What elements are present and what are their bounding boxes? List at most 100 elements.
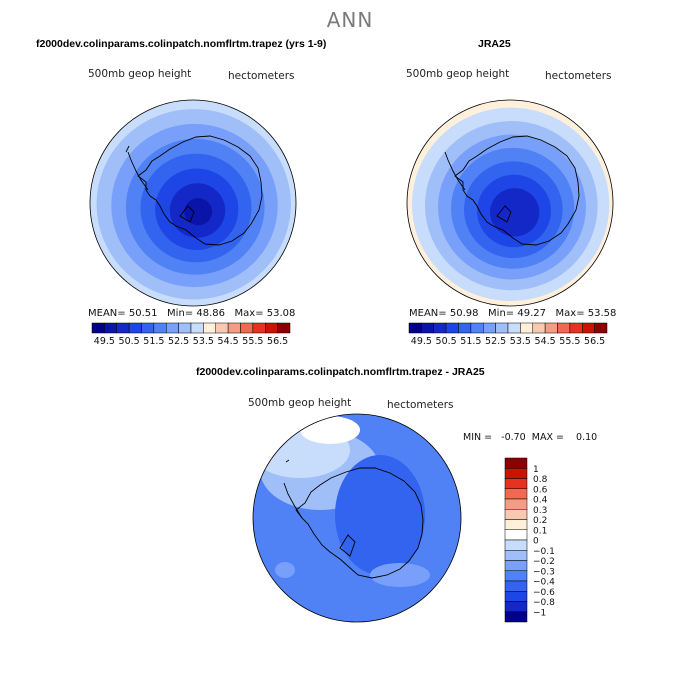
panel3-colorbar-swatch-14: [504, 601, 528, 612]
panel2-colorbar-swatch-0: [408, 322, 422, 334]
panel1-colorbar-swatch-11: [227, 322, 241, 334]
panel1-colorbar-tick-label-1: 50.5: [119, 336, 140, 347]
panel1-mean-label: MEAN=: [88, 308, 126, 319]
panel3-colorbar-swatch-1: [504, 468, 528, 479]
panel1-min-value: 48.86: [196, 308, 225, 319]
panel2-colorbar-swatch-9: [520, 322, 533, 334]
panel2-colorbar-swatch-5: [470, 322, 484, 334]
panel2-colorbar-tick-label-4: 53.5: [510, 336, 531, 347]
panel2-min-label: Min=: [488, 308, 515, 319]
panel2-colorbar-swatch-2: [433, 322, 447, 334]
panel1-colorbar-swatch-12: [240, 322, 254, 334]
panel2-colorbar-swatch-1: [421, 322, 434, 334]
panel1-colorbar-swatch-4: [141, 322, 155, 334]
panel3-colorbar-tick-label-4: 0.3: [533, 506, 547, 516]
panel1-min-label: Min=: [167, 308, 194, 319]
panel3-colorbar-tick-label-2: 0.6: [533, 485, 548, 495]
panel3-left-label: 500mb geop height: [248, 397, 352, 409]
panel1-left-label: 500mb geop height: [88, 68, 192, 80]
panel1-colorbar-swatch-8: [190, 322, 204, 334]
panel1-colorbar-swatch-15: [277, 322, 291, 334]
panel3-colorbar-swatch-5: [504, 509, 528, 520]
panel3-map: [252, 413, 462, 623]
panel3-colorbar-swatch-7: [504, 529, 528, 541]
panel2-band-0: [502, 201, 528, 226]
panel2-colorbar-swatch-15: [594, 322, 608, 334]
panel3-colorbar-swatch-9: [504, 550, 528, 561]
panel3-region-6: [370, 563, 430, 587]
panel1-colorbar: 49.5 50.5 51.5 52.5 53.5 54.5 55.5 56.5: [91, 322, 291, 347]
panel2-colorbar-tick-label-0: 49.5: [411, 336, 432, 347]
panel3-colorbar-swatch-11: [504, 570, 528, 582]
panel1-colorbar-swatch-7: [178, 322, 192, 334]
panel3-colorbar-tick-label-12: −0.6: [533, 588, 555, 598]
panel3-colorbar-tick-label-5: 0.2: [533, 516, 547, 526]
panel2-colorbar-swatch-14: [582, 322, 595, 334]
panel1-colorbar-swatch-14: [265, 322, 278, 334]
panel1-map: [89, 99, 297, 307]
panel2-colorbar-tick-label-6: 55.5: [559, 336, 580, 347]
panel3-region-5: [371, 487, 399, 543]
panel2-colorbar-swatch-3: [445, 322, 459, 334]
panel2-max-value: 53.58: [587, 308, 617, 319]
panel1-colorbar-tick-label-6: 55.5: [242, 336, 263, 347]
panel3-colorbar-tick-label-7: 0: [533, 537, 539, 547]
panel1-right-label: hectometers: [228, 70, 295, 82]
panel3-colorbar-swatch-3: [504, 488, 528, 500]
panel1-colorbar-tick-label-7: 56.5: [267, 336, 288, 347]
panel2-colorbar: 49.5 50.5 51.5 52.5 53.5 54.5 55.5 56.5: [408, 322, 608, 347]
panel2-colorbar-tick-label-3: 52.5: [485, 336, 506, 347]
panel2-stats: MEAN= 50.98 Min= 49.27 Max= 53.58: [409, 308, 616, 319]
panel3-colorbar-tick-label-14: −1: [533, 608, 546, 618]
panel3-colorbar-tick-label-0: 1: [533, 465, 539, 475]
panel3-colorbar-tick-label-13: −0.8: [533, 598, 555, 608]
panel3-colorbar-tick-label-10: −0.3: [533, 567, 555, 577]
panel2-colorbar-swatch-12: [557, 322, 571, 334]
panel2-mean-label: MEAN=: [409, 308, 447, 319]
panel1-title: f2000dev.colinparams.colinpatch.nomflrtm…: [36, 38, 327, 50]
panel3-colorbar-tick-label-3: 0.4: [533, 496, 548, 506]
panel3-colorbar-swatch-8: [504, 539, 528, 551]
panel1-colorbar-swatch-1: [104, 322, 117, 334]
panel3-colorbar-swatch-4: [504, 498, 528, 510]
panel3-right-label: hectometers: [387, 399, 454, 411]
panel3-region-7: [275, 562, 295, 578]
main-title: ANN: [326, 8, 374, 32]
panel3-colorbar-swatch-0: [504, 457, 528, 469]
panel2-colorbar-swatch-8: [507, 322, 521, 334]
panel1-mean-value: 50.51: [128, 308, 158, 319]
panel3-colorbar-tick-label-1: 0.8: [533, 475, 548, 485]
panel3-colorbar-swatch-15: [504, 611, 528, 623]
panel2-mean-value: 50.98: [449, 308, 479, 319]
panel1-colorbar-tick-label-0: 49.5: [94, 336, 115, 347]
panel3-coastline: [283, 459, 424, 579]
panel3-colorbar-swatch-2: [504, 478, 528, 489]
panel3-colorbar-swatch-10: [504, 560, 528, 571]
panel2-colorbar-swatch-6: [483, 322, 496, 334]
panel1-colorbar-swatch-2: [116, 322, 130, 334]
panel1-colorbar-swatch-6: [166, 322, 179, 334]
panel2-colorbar-tick-label-1: 50.5: [436, 336, 457, 347]
panel1-stats: MEAN= 50.51 Min= 48.86 Max= 53.08: [88, 308, 295, 319]
panel3-colorbar-tick-label-11: −0.4: [533, 578, 555, 588]
panel2-left-label: 500mb geop height: [406, 68, 510, 80]
panel2-colorbar-tick-label-7: 56.5: [584, 336, 605, 347]
panel1-colorbar-tick-label-3: 52.5: [168, 336, 189, 347]
panel1-colorbar-tick-label-5: 54.5: [218, 336, 239, 347]
panel1-colorbar-tick-label-4: 53.5: [193, 336, 214, 347]
panel1-colorbar-tick-label-2: 51.5: [143, 336, 164, 347]
panel3-colorbar-tick-label-8: −0.1: [533, 547, 555, 557]
panel3-minmax: MIN = -0.70 MAX = 0.10: [463, 432, 598, 443]
panel3-colorbar: 10.80.60.40.30.20.10−0.1−0.2−0.3−0.4−0.6…: [504, 457, 555, 623]
panel1-colorbar-swatch-13: [252, 322, 266, 334]
panel2-colorbar-swatch-11: [544, 322, 558, 334]
panel1-max-label: Max=: [234, 308, 264, 319]
panel1-max-value: 53.08: [266, 308, 296, 319]
panel1-colorbar-swatch-5: [153, 322, 167, 334]
panel3-colorbar-swatch-13: [504, 591, 528, 602]
panel3-colorbar-tick-label-9: −0.2: [533, 557, 555, 567]
panel2-max-label: Max=: [555, 308, 585, 319]
panel2-colorbar-tick-label-5: 54.5: [535, 336, 556, 347]
panel3-region-3: [300, 416, 360, 444]
panel3-title: f2000dev.colinparams.colinpatch.nomflrtm…: [196, 366, 485, 378]
